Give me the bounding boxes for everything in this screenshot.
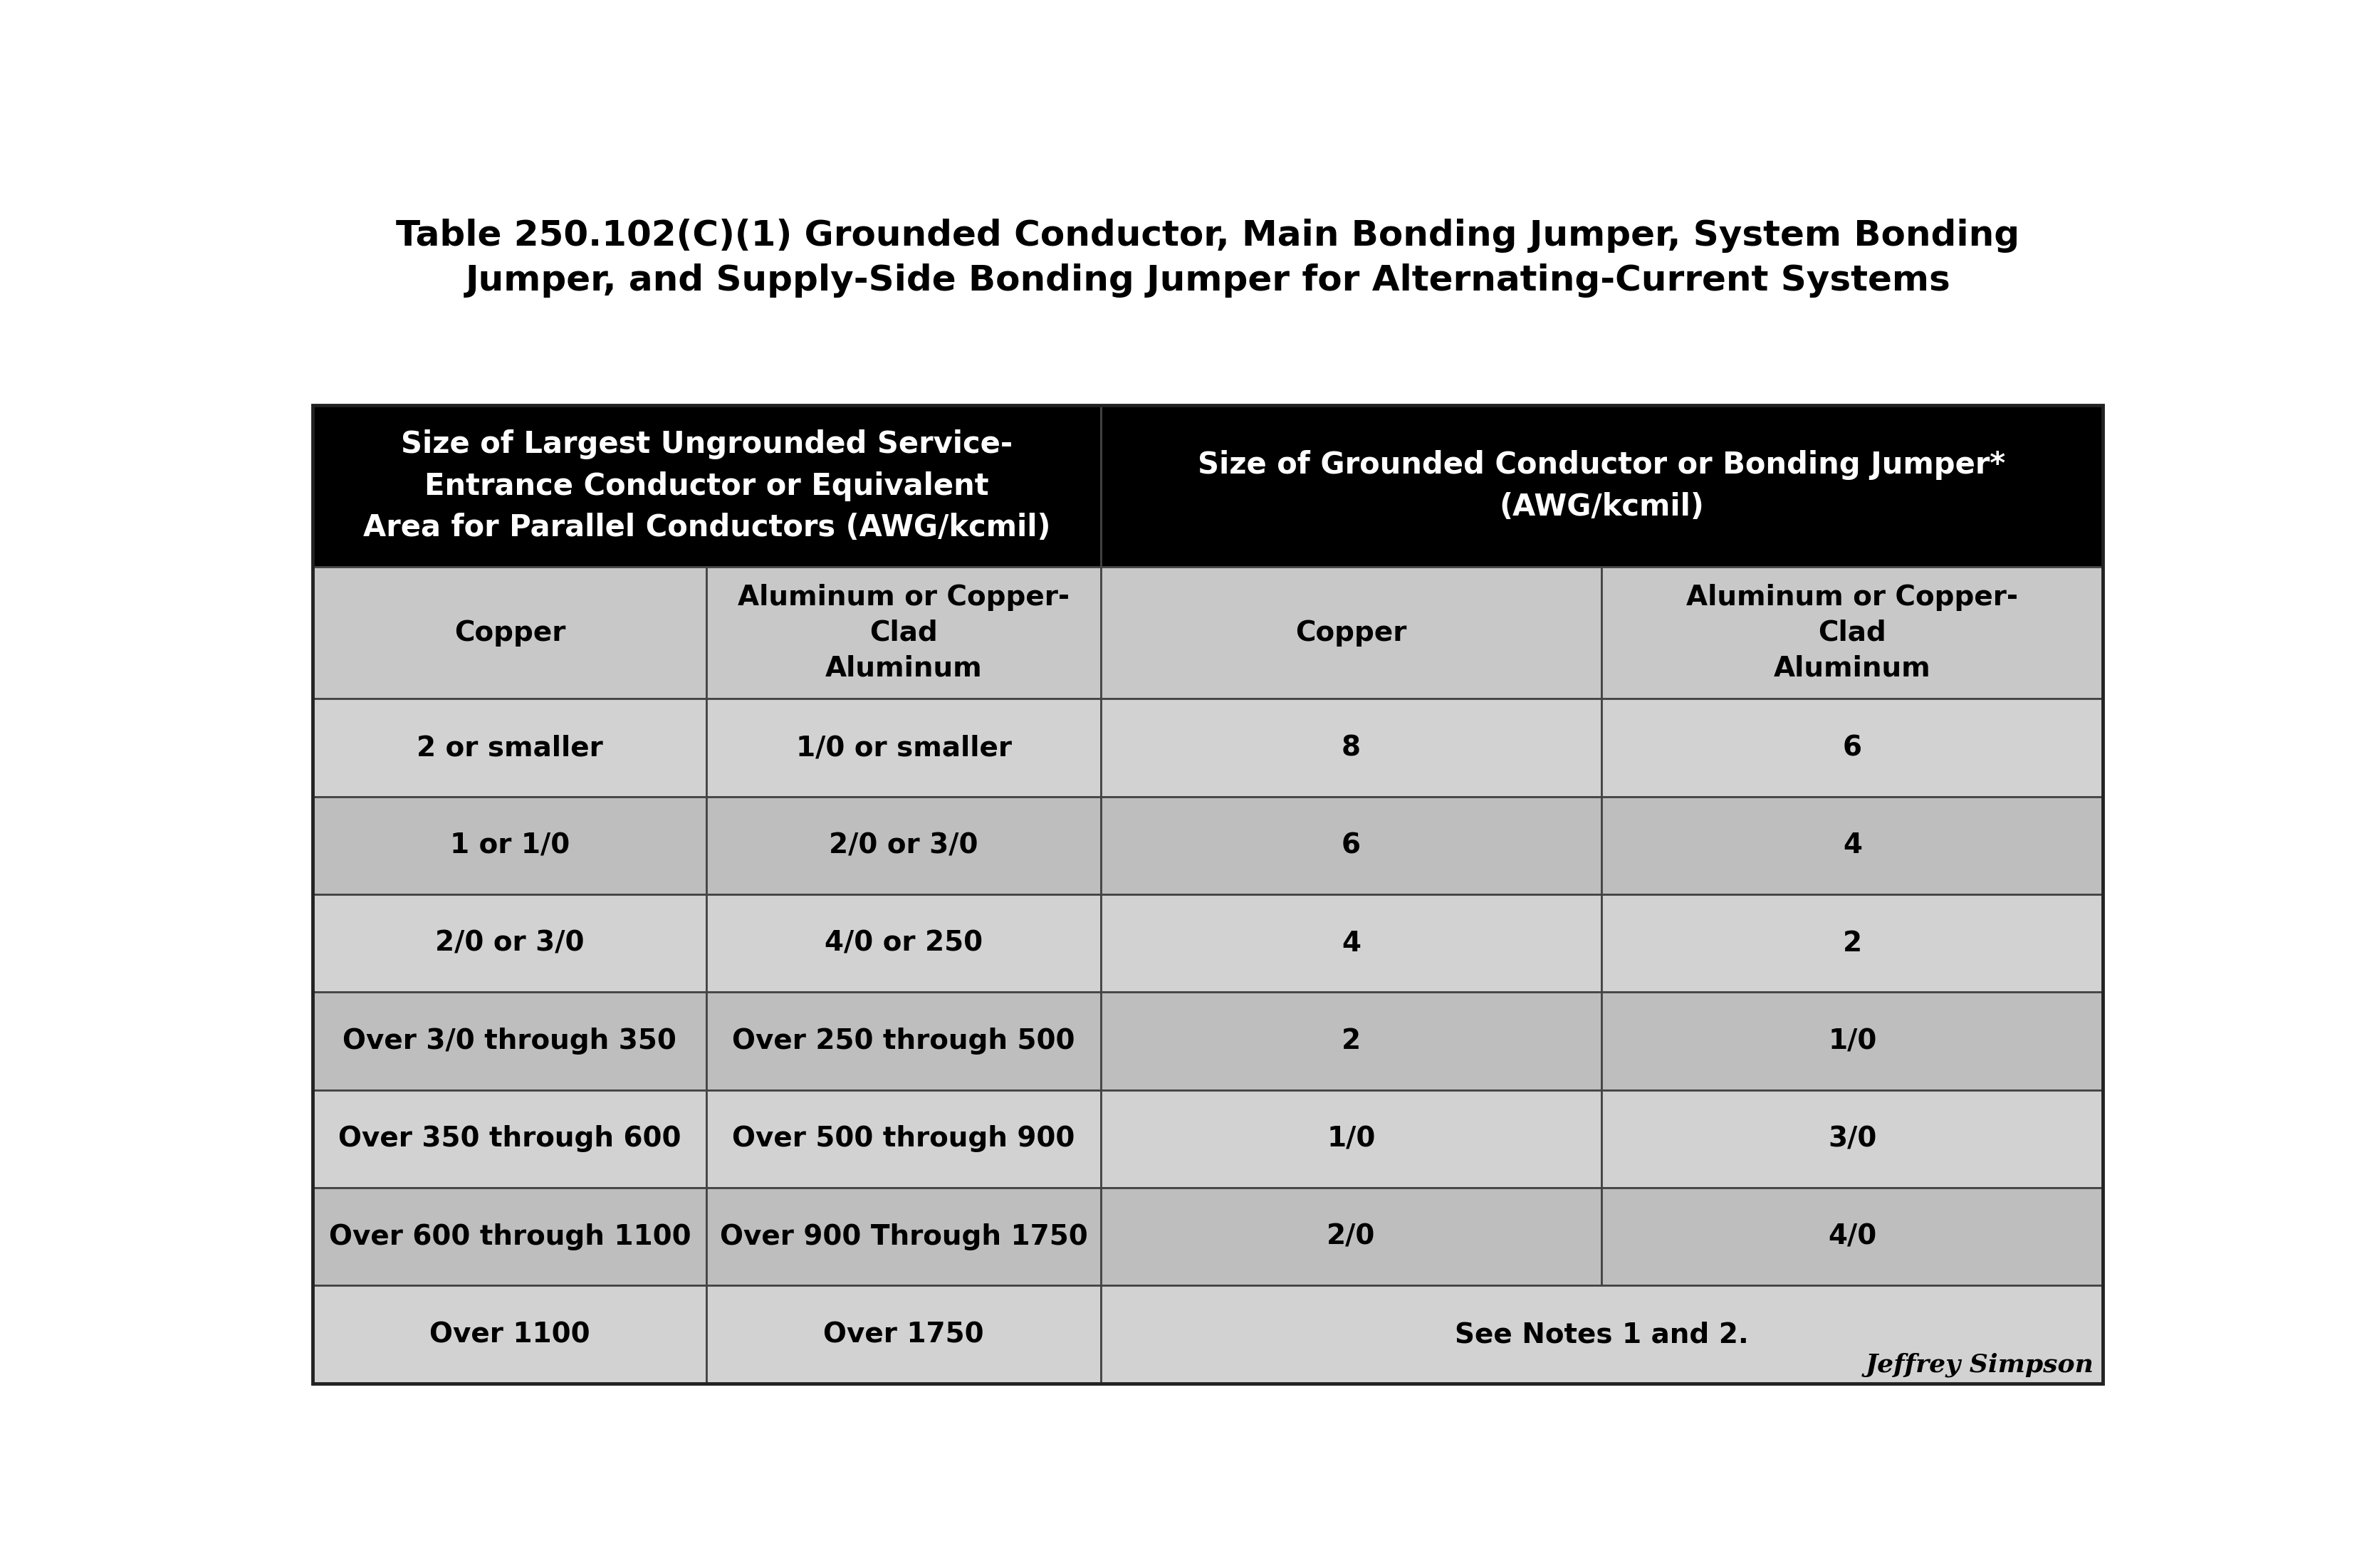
Text: 8: 8 xyxy=(1341,734,1360,762)
Text: 4/0 or 250: 4/0 or 250 xyxy=(825,930,983,956)
Bar xyxy=(707,1189,1101,1286)
Bar xyxy=(1101,1286,2102,1383)
Bar xyxy=(1101,993,1603,1090)
Text: 2: 2 xyxy=(1843,930,1862,956)
Bar xyxy=(1603,568,2102,699)
Bar xyxy=(1603,699,2102,797)
Text: Over 350 through 600: Over 350 through 600 xyxy=(339,1126,681,1152)
Bar xyxy=(313,797,707,894)
Bar xyxy=(707,1286,1101,1383)
Bar xyxy=(1101,568,1603,699)
Text: Over 1100: Over 1100 xyxy=(429,1320,589,1348)
Bar xyxy=(313,1189,707,1286)
Bar xyxy=(1603,1189,2102,1286)
Text: Jeffrey Simpson: Jeffrey Simpson xyxy=(1864,1353,2093,1377)
Text: 4/0: 4/0 xyxy=(1829,1223,1876,1250)
Text: 1/0 or smaller: 1/0 or smaller xyxy=(797,734,1011,762)
Text: Size of Largest Ungrounded Service-
Entrance Conductor or Equivalent
Area for Pa: Size of Largest Ungrounded Service- Entr… xyxy=(363,430,1051,543)
Text: 2/0 or 3/0: 2/0 or 3/0 xyxy=(830,833,978,859)
Bar xyxy=(1101,406,2102,568)
Text: Copper: Copper xyxy=(455,619,566,646)
Bar xyxy=(1101,699,1603,797)
Text: 2/0 or 3/0: 2/0 or 3/0 xyxy=(436,930,585,956)
Bar xyxy=(1101,797,1603,894)
Bar xyxy=(1603,797,2102,894)
Text: Size of Grounded Conductor or Bonding Jumper*
(AWG/kcmil): Size of Grounded Conductor or Bonding Ju… xyxy=(1197,450,2006,522)
Bar xyxy=(707,797,1101,894)
Text: Over 3/0 through 350: Over 3/0 through 350 xyxy=(342,1027,676,1055)
Text: 2: 2 xyxy=(1341,1027,1360,1055)
Bar xyxy=(313,1286,707,1383)
Bar xyxy=(707,993,1101,1090)
Text: 1/0: 1/0 xyxy=(1829,1027,1876,1055)
Text: 4: 4 xyxy=(1341,930,1360,956)
Bar xyxy=(707,568,1101,699)
Text: Aluminum or Copper-
Clad
Aluminum: Aluminum or Copper- Clad Aluminum xyxy=(738,583,1070,682)
Text: 1 or 1/0: 1 or 1/0 xyxy=(450,833,570,859)
Bar xyxy=(313,406,2102,1383)
Bar xyxy=(1603,993,2102,1090)
Text: Copper: Copper xyxy=(1296,619,1407,646)
Bar xyxy=(313,406,1101,568)
Text: Over 600 through 1100: Over 600 through 1100 xyxy=(328,1223,691,1250)
Bar xyxy=(313,894,707,993)
Text: Over 500 through 900: Over 500 through 900 xyxy=(733,1126,1075,1152)
Text: See Notes 1 and 2.: See Notes 1 and 2. xyxy=(1454,1320,1749,1348)
Text: Over 250 through 500: Over 250 through 500 xyxy=(733,1027,1075,1055)
Bar xyxy=(707,699,1101,797)
Text: 1/0: 1/0 xyxy=(1327,1126,1376,1152)
Bar xyxy=(1101,1189,1603,1286)
Text: 4: 4 xyxy=(1843,833,1862,859)
Bar xyxy=(1101,894,1603,993)
Bar xyxy=(1603,1090,2102,1189)
Bar xyxy=(313,1090,707,1189)
Text: Over 900 Through 1750: Over 900 Through 1750 xyxy=(719,1223,1087,1250)
Bar xyxy=(707,1090,1101,1189)
Text: 2 or smaller: 2 or smaller xyxy=(417,734,603,762)
Text: 3/0: 3/0 xyxy=(1829,1126,1876,1152)
Bar xyxy=(1101,1090,1603,1189)
Text: 2/0: 2/0 xyxy=(1327,1223,1376,1250)
Bar xyxy=(313,699,707,797)
Text: 6: 6 xyxy=(1843,734,1862,762)
Text: Aluminum or Copper-
Clad
Aluminum: Aluminum or Copper- Clad Aluminum xyxy=(1688,583,2018,682)
Text: Over 1750: Over 1750 xyxy=(823,1320,983,1348)
Text: Table 250.102(C)(1) Grounded Conductor, Main Bonding Jumper, System Bonding
Jump: Table 250.102(C)(1) Grounded Conductor, … xyxy=(396,218,2020,298)
Bar xyxy=(313,993,707,1090)
Bar xyxy=(1603,894,2102,993)
Bar xyxy=(313,568,707,699)
Bar xyxy=(707,894,1101,993)
Text: 6: 6 xyxy=(1341,833,1360,859)
